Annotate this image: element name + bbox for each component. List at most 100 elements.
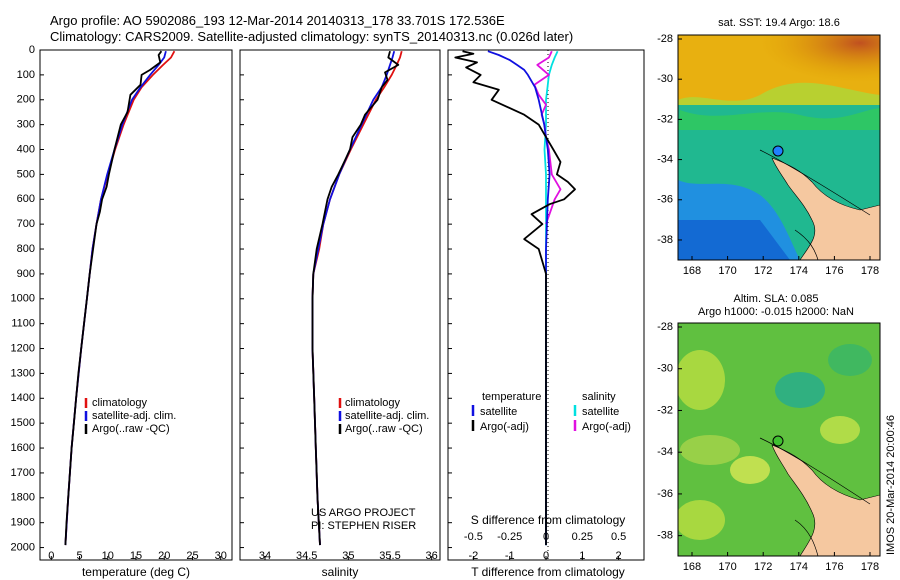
t-difference-tick-label: -1 <box>505 550 515 562</box>
satellite-profile-line <box>487 50 551 546</box>
depth-tick-label: 1700 <box>11 467 35 479</box>
depth-tick-label: 1100 <box>11 318 35 330</box>
temperature-tick-label: 0 <box>48 550 54 562</box>
lat-tick-label: -34 <box>657 446 673 458</box>
salinity-axis-label: salinity <box>322 565 359 579</box>
lon-tick-label: 178 <box>861 265 879 277</box>
salinity-tick-label: 35.5 <box>379 550 400 562</box>
legend-s-argo: Argo(-adj) <box>582 421 631 433</box>
depth-tick-label: 2000 <box>11 541 35 553</box>
float-position-marker <box>772 145 784 157</box>
t-difference-tick-label: 1 <box>579 550 585 562</box>
depth-tick-label: 400 <box>17 143 35 155</box>
salinity-tick-label: 35 <box>342 550 354 562</box>
s-difference-axis-label: S difference from climatology <box>471 513 626 527</box>
depth-tick-label: 600 <box>17 193 35 205</box>
pi-annotation: PI: STEPHEN RISER <box>311 520 416 532</box>
legend-climatology: climatology <box>92 397 148 409</box>
lat-tick-label: -38 <box>657 234 673 246</box>
depth-tick-label: 700 <box>17 218 35 230</box>
salinity-tick-label: 36 <box>426 550 438 562</box>
lat-tick-label: -36 <box>657 488 673 500</box>
lon-tick-label: 168 <box>683 561 701 573</box>
lat-tick-label: -32 <box>657 404 673 416</box>
depth-tick-label: 200 <box>17 94 35 106</box>
depth-tick-label: 0 <box>29 44 35 56</box>
sla-map-frame <box>677 322 881 557</box>
lat-tick-label: -30 <box>657 363 673 375</box>
s-difference-tick-label: 0.25 <box>572 531 593 543</box>
argo-profile-line <box>64 50 163 546</box>
temperature-tick-label: 30 <box>215 550 227 562</box>
lon-tick-label: 172 <box>754 561 772 573</box>
temperature-tick-label: 10 <box>102 550 114 562</box>
argo-profile-line <box>311 50 400 546</box>
depth-tick-label: 500 <box>17 168 35 180</box>
sst-map-title: sat. SST: 19.4 Argo: 18.6 <box>718 17 840 29</box>
depth-tick-label: 1300 <box>11 367 35 379</box>
s-difference-tick-label: -0.25 <box>497 531 522 543</box>
plot-title-line2: Climatology: CARS2009. Satellite-adjuste… <box>50 29 574 44</box>
depth-tick-label: 900 <box>17 268 35 280</box>
legend-climatology: climatology <box>345 397 401 409</box>
lon-tick-label: 176 <box>825 561 843 573</box>
depth-tick-label: 1200 <box>11 342 35 354</box>
temperature-legend: climatology satellite-adj. clim. Argo(..… <box>84 397 176 435</box>
t-difference-tick-label: 2 <box>616 550 622 562</box>
plot-title-line1: Argo profile: AO 5902086_193 12-Mar-2014… <box>50 13 505 28</box>
depth-tick-label: 300 <box>17 119 35 131</box>
legend-salinity-title: salinity <box>582 391 616 403</box>
sla-map <box>678 323 880 556</box>
temperature-tick-label: 20 <box>158 550 170 562</box>
sla-map-title: Altim. SLA: 0.085 <box>734 293 819 305</box>
lat-tick-label: -38 <box>657 530 673 542</box>
satellite-profile-line <box>64 50 167 546</box>
s-difference-tick-label: 0.5 <box>611 531 626 543</box>
legend-s-satellite: satellite <box>582 406 619 418</box>
sla-map-subtitle: Argo h1000: -0.015 h2000: NaN <box>698 306 854 318</box>
lon-tick-label: 168 <box>683 265 701 277</box>
depth-tick-label: 1400 <box>11 392 35 404</box>
lon-tick-label: 170 <box>718 561 736 573</box>
t-difference-axis-label: T difference from climatology <box>471 565 625 579</box>
depth-tick-label: 800 <box>17 243 35 255</box>
depth-tick-label: 100 <box>17 69 35 81</box>
lon-tick-label: 174 <box>790 561 808 573</box>
legend-t-satellite: satellite <box>480 406 517 418</box>
lat-tick-label: -34 <box>657 153 673 165</box>
legend-satellite: satellite-adj. clim. <box>92 410 176 422</box>
lat-tick-label: -30 <box>657 73 673 85</box>
lon-tick-label: 174 <box>790 265 808 277</box>
depth-tick-label: 1600 <box>11 442 35 454</box>
lat-tick-label: -32 <box>657 113 673 125</box>
depth-tick-label: 1900 <box>11 517 35 529</box>
legend-temperature-title: temperature <box>482 391 541 403</box>
lat-tick-label: -28 <box>657 321 673 333</box>
t-difference-tick-label: -2 <box>469 550 479 562</box>
depth-tick-label: 1000 <box>11 293 35 305</box>
s-difference-tick-label: -0.5 <box>464 531 483 543</box>
lat-tick-label: -28 <box>657 33 673 45</box>
salinity-panel <box>239 49 441 561</box>
land <box>771 157 880 260</box>
sst-map-frame <box>677 34 881 261</box>
difference-legend: temperature satellite Argo(-adj) salinit… <box>471 391 631 433</box>
depth-tick-label: 1800 <box>11 492 35 504</box>
depth-tick-label: 1500 <box>11 417 35 429</box>
temperature-tick-label: 15 <box>130 550 142 562</box>
temperature-axis-label: temperature (deg C) <box>82 565 190 579</box>
lon-tick-label: 172 <box>754 265 772 277</box>
salinity-legend: climatology satellite-adj. clim. Argo(..… <box>338 397 429 435</box>
salinity-tick-label: 34 <box>259 550 271 562</box>
land <box>771 444 880 556</box>
satellite-profile-line <box>311 50 396 546</box>
legend-satellite: satellite-adj. clim. <box>345 410 429 422</box>
legend-argo: Argo(..raw -QC) <box>345 423 423 435</box>
temperature-tick-label: 25 <box>186 550 198 562</box>
lat-tick-label: -36 <box>657 194 673 206</box>
float-position-marker <box>772 435 784 447</box>
project-annotation: US ARGO PROJECT <box>311 507 416 519</box>
imos-timestamp: IMOS 20-Mar-2014 20:00:46 <box>885 415 897 555</box>
salinity-tick-label: 34.5 <box>296 550 317 562</box>
